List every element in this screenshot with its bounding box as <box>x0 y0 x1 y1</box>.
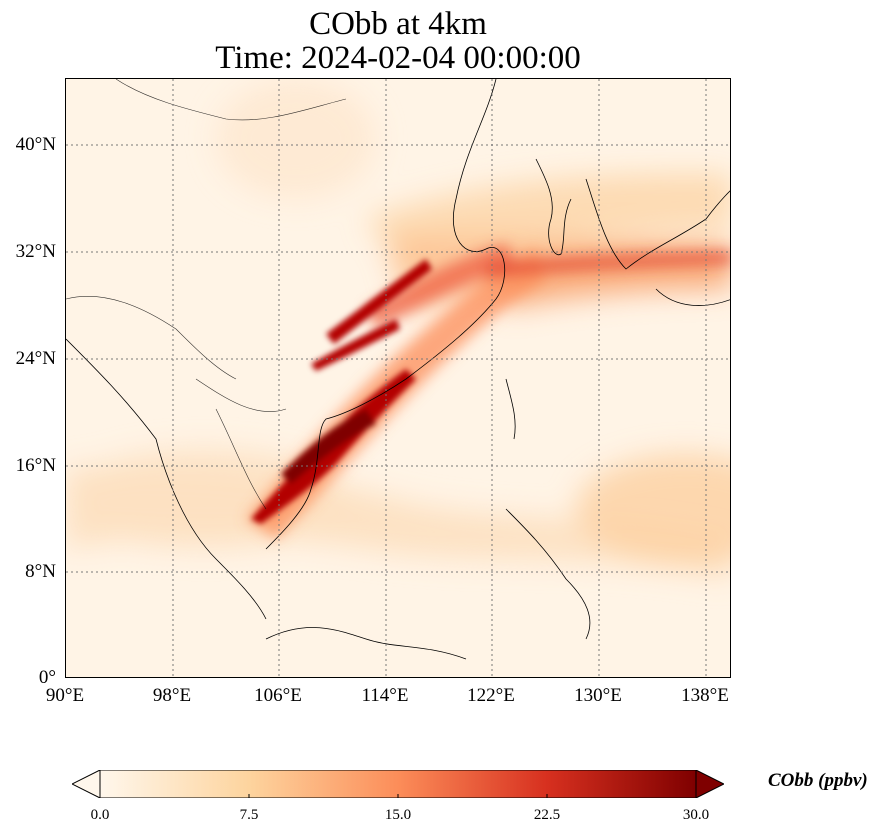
lon-label-90: 90°E <box>45 685 85 706</box>
lat-label-16: 16°N <box>15 455 56 476</box>
lon-label-130: 130°E <box>574 685 622 706</box>
colorbar-tick-22-5: 22.5 <box>533 807 561 823</box>
lat-label-32: 32°N <box>15 241 56 262</box>
lat-label-24: 24°N <box>15 348 56 369</box>
map-canvas <box>66 79 730 677</box>
map-title: CObb at 4km <box>309 6 487 42</box>
lon-label-98: 98°E <box>152 685 192 706</box>
colorbar-extend-max <box>695 770 724 798</box>
colorbar-tick-15: 15.0 <box>384 807 412 823</box>
colorbar-graphic <box>72 770 724 798</box>
map-subtitle-time: Time: 2024-02-04 00:00:00 <box>215 40 581 76</box>
map-panel <box>65 78 731 678</box>
lon-label-106: 106°E <box>254 685 302 706</box>
country-borders <box>66 79 347 510</box>
lat-label-8: 8°N <box>25 561 56 582</box>
lat-label-0: 0° <box>38 667 56 688</box>
lat-label-40: 40°N <box>15 134 56 155</box>
gridlines <box>66 79 730 677</box>
colorbar <box>72 770 724 798</box>
lon-label-122: 122°E <box>467 685 515 706</box>
lon-label-138: 138°E <box>681 685 729 706</box>
colorbar-tick-7-5: 7.5 <box>239 807 259 823</box>
lon-label-114: 114°E <box>361 685 409 706</box>
plume-high <box>251 259 432 524</box>
colorbar-ticks <box>99 794 697 798</box>
colorbar-extend-min <box>72 770 101 798</box>
colorbar-gradient <box>99 770 697 798</box>
colorbar-label: CObb (ppbv) <box>768 770 868 791</box>
colorbar-tick-0: 0.0 <box>90 807 110 823</box>
colorbar-tick-30: 30.0 <box>682 807 710 823</box>
coastlines <box>66 79 730 660</box>
